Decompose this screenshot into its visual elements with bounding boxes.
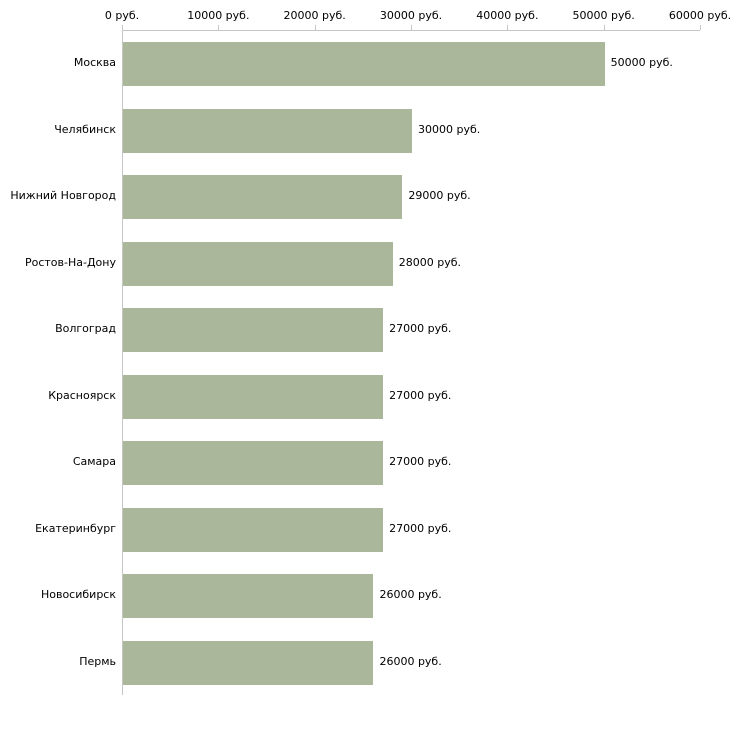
- x-tick-label: 0 руб.: [104, 9, 140, 22]
- bar-1: [123, 42, 605, 87]
- x-tick-mark: [700, 25, 701, 30]
- bar-9: [123, 574, 374, 619]
- x-tick-mark: [411, 25, 412, 30]
- bar-6: [123, 374, 384, 419]
- x-tick-label: 50000 руб.: [572, 9, 635, 22]
- category-label: Самара: [72, 455, 116, 469]
- category-label: Екатеринбург: [35, 521, 116, 535]
- bar-7: [123, 441, 384, 486]
- x-tick-label: 10000 руб.: [187, 9, 250, 22]
- bar-4: [123, 241, 393, 286]
- x-tick-label: 20000 руб.: [283, 9, 346, 22]
- value-label: 28000 руб.: [398, 255, 461, 269]
- category-label: Нижний Новгород: [10, 189, 116, 203]
- category-label: Красноярск: [48, 388, 116, 402]
- value-label: 27000 руб.: [389, 388, 452, 402]
- value-label: 50000 руб.: [610, 56, 673, 70]
- x-tick-mark: [603, 25, 605, 30]
- x-tick-label: 60000 руб.: [668, 9, 730, 22]
- category-label: Челябинск: [54, 122, 116, 136]
- plot-area: [122, 30, 700, 695]
- category-label: Москва: [73, 56, 116, 70]
- value-label: 26000 руб.: [379, 588, 442, 602]
- x-tick-mark: [507, 25, 509, 30]
- x-tick-mark: [218, 25, 220, 30]
- value-label: 29000 руб.: [408, 189, 471, 203]
- value-label: 30000 руб.: [418, 122, 481, 136]
- x-tick-mark: [314, 25, 316, 30]
- value-label: 26000 руб.: [379, 654, 442, 668]
- category-label: Волгоград: [55, 322, 116, 336]
- bar-5: [123, 308, 384, 353]
- value-label: 27000 руб.: [389, 322, 452, 336]
- bar-2: [123, 108, 412, 153]
- bar-3: [123, 175, 403, 220]
- bar-10: [123, 640, 374, 685]
- category-label: Пермь: [79, 654, 116, 668]
- x-tick-label: 40000 руб.: [476, 9, 539, 22]
- value-label: 27000 руб.: [389, 521, 452, 535]
- category-label: Ростов-На-Дону: [24, 255, 116, 269]
- x-tick-mark: [122, 25, 123, 30]
- bar-8: [123, 507, 384, 552]
- category-label: Новосибирск: [40, 588, 116, 602]
- value-label: 27000 руб.: [389, 455, 452, 469]
- x-tick-label: 30000 руб.: [379, 9, 443, 22]
